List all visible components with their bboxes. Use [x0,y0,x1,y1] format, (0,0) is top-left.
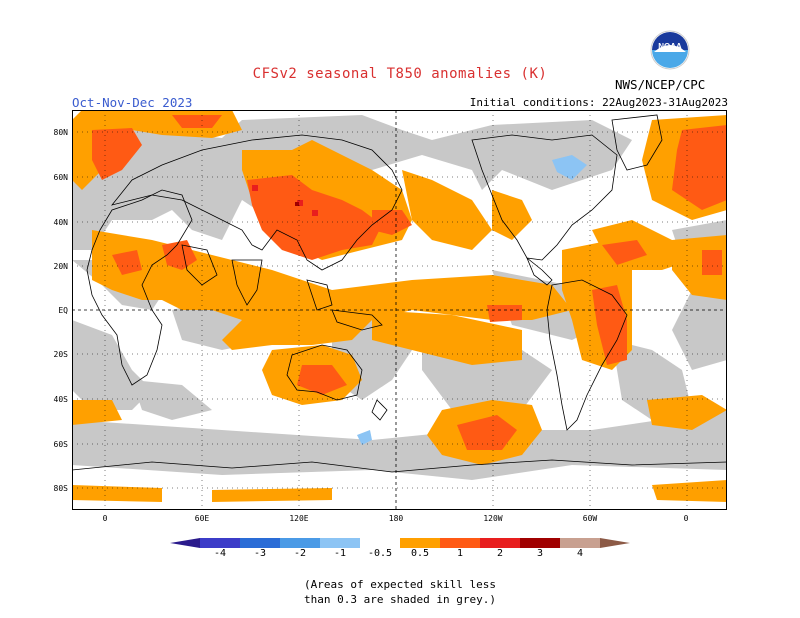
lat-label: EQ [58,306,68,315]
lon-label: 60E [194,514,210,523]
agency-label: NWS/NCEP/CPC [615,77,706,92]
lon-label: 120E [289,514,309,523]
colorbar-label: -4 [213,548,227,559]
lon-label: 180 [388,514,404,523]
colorbar-label: -2 [293,548,307,559]
lon-label: 60W [582,514,598,523]
colorbar-label: 4 [576,548,584,559]
noaa-logo: NOAA [650,30,690,74]
equator-dateline [72,110,727,510]
lat-label: 20S [53,350,68,359]
skill-note-line1: (Areas of expected skill less [303,578,497,591]
anomaly-map [71,110,728,514]
colorbar-label: -0.5 [367,548,393,559]
anomaly-2-3 [252,185,318,216]
lat-label: 80N [53,128,68,137]
lat-label: 60N [53,173,68,182]
colorbar-label: 1 [456,548,464,559]
lat-label: 40S [53,395,68,404]
anomaly-neg-0p5-1 [357,155,587,445]
lat-label: 80S [53,484,68,493]
lon-label: 0 [683,514,689,523]
lon-label: 0 [102,514,108,523]
colorbar-label: -1 [333,548,347,559]
lon-label: 120W [483,514,503,523]
colorbar-label: 2 [496,548,504,559]
lat-label: 60S [53,440,68,449]
anomaly-3-4 [295,202,299,206]
logo-text: NOAA [658,42,682,51]
colorbar-label: 3 [536,548,544,559]
colorbar [170,535,630,554]
lat-label: 20N [53,262,68,271]
page-title: CFSv2 seasonal T850 anomalies (K) [252,66,548,82]
skill-note-line2: than 0.3 are shaded in grey.) [303,593,497,606]
forecast-period: Oct-Nov-Dec 2023 [72,95,193,110]
lat-label: 40N [53,218,68,227]
anomaly-1-2 [92,115,727,450]
colorbar-label: 0.5 [410,548,430,559]
initial-conditions: Initial conditions: 22Aug2023-31Aug2023 [469,96,728,109]
colorbar-label: -3 [253,548,267,559]
